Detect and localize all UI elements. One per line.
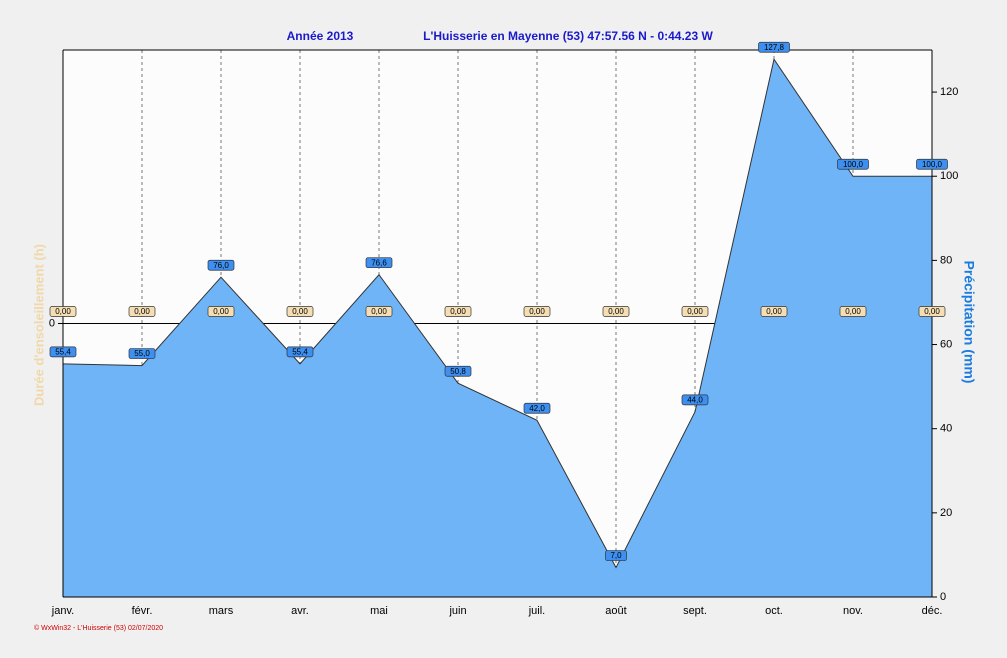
y2-tick-label: 40 xyxy=(940,423,952,435)
value-label-box xyxy=(444,365,472,377)
y2-axis-label: Précipitation (mm) xyxy=(961,261,977,384)
x-tick-label: sept. xyxy=(683,605,707,617)
value-label: 0,00 xyxy=(55,307,71,316)
value-label: 42,0 xyxy=(529,404,545,413)
y2-tick-label: 100 xyxy=(940,170,958,182)
value-label: 0,00 xyxy=(450,307,466,316)
area xyxy=(63,59,932,598)
x-tick-label: nov. xyxy=(843,605,863,617)
value-label: 76,0 xyxy=(213,261,229,270)
value-label-box xyxy=(49,346,77,358)
x-tick-label: août xyxy=(605,605,626,617)
value-label-box xyxy=(758,41,790,53)
value-label-box xyxy=(681,394,709,406)
chart-title: Année 2013 xyxy=(287,29,354,43)
value-label: 44,0 xyxy=(687,395,703,404)
x-tick-label: juil. xyxy=(528,605,546,617)
value-label: 0,00 xyxy=(766,307,782,316)
value-label: 0,00 xyxy=(608,307,624,316)
value-label-box xyxy=(207,306,235,317)
value-label: 0,00 xyxy=(529,307,545,316)
x-tick-label: mars xyxy=(209,605,234,617)
value-label-box xyxy=(128,306,156,317)
value-label: 55,4 xyxy=(292,348,308,357)
line xyxy=(62,58,932,569)
value-label: 0,00 xyxy=(134,307,150,316)
y-tick-label: 0 xyxy=(49,317,55,329)
value-label-box xyxy=(837,158,869,170)
chart-subtitle: L'Huisserie en Mayenne (53) 47:57.56 N -… xyxy=(423,29,713,43)
x-tick-label: juin xyxy=(448,605,466,617)
value-label-box xyxy=(365,306,393,317)
value-label-box xyxy=(207,259,235,271)
y2-tick-label: 20 xyxy=(940,507,952,519)
value-label: 50,8 xyxy=(450,367,466,376)
x-tick-label: févr. xyxy=(132,605,153,617)
value-label-box xyxy=(523,306,551,317)
value-label-box xyxy=(602,306,630,317)
value-label: 0,00 xyxy=(687,307,703,316)
y2-tick-label: 0 xyxy=(940,591,946,603)
value-label: 0,00 xyxy=(845,307,861,316)
value-label-box xyxy=(681,306,709,317)
x-tick-label: avr. xyxy=(291,605,309,617)
value-label: 127,8 xyxy=(764,43,785,52)
value-label-box xyxy=(286,306,314,317)
x-tick-label: mai xyxy=(370,605,388,617)
y2-tick-label: 60 xyxy=(940,338,952,350)
value-label-box xyxy=(49,306,77,317)
value-label-box xyxy=(916,158,948,170)
value-label-box xyxy=(523,402,551,414)
value-label: 7,0 xyxy=(610,551,622,560)
value-label: 100,0 xyxy=(843,160,864,169)
value-label-box xyxy=(286,346,314,358)
x-tick-label: oct. xyxy=(765,605,783,617)
value-label: 100,0 xyxy=(922,160,943,169)
value-label: 0,00 xyxy=(924,307,940,316)
value-label-box xyxy=(605,550,627,561)
x-tick-label: janv. xyxy=(51,605,74,617)
value-label: 55,0 xyxy=(134,349,150,358)
value-label: 0,00 xyxy=(292,307,308,316)
value-label-box xyxy=(839,306,867,317)
value-label-box xyxy=(128,348,156,359)
value-label-box xyxy=(918,306,946,317)
value-label: 76,6 xyxy=(371,258,387,267)
value-label: 55,4 xyxy=(55,348,71,357)
value-label: 0,00 xyxy=(213,307,229,316)
footer: © WxWin32 - L'Huisserie (53) 02/07/2020 xyxy=(34,624,163,632)
y2-tick-label: 120 xyxy=(940,86,958,98)
value-label-box xyxy=(365,257,393,269)
x-tick-label: déc. xyxy=(922,605,943,617)
y2-tick-label: 80 xyxy=(940,254,952,266)
value-label-box xyxy=(444,306,472,317)
value-label: 0,00 xyxy=(371,307,387,316)
value-label-box xyxy=(760,306,788,317)
y-axis-label: Durée d'ensoleillement (h) xyxy=(31,244,46,406)
